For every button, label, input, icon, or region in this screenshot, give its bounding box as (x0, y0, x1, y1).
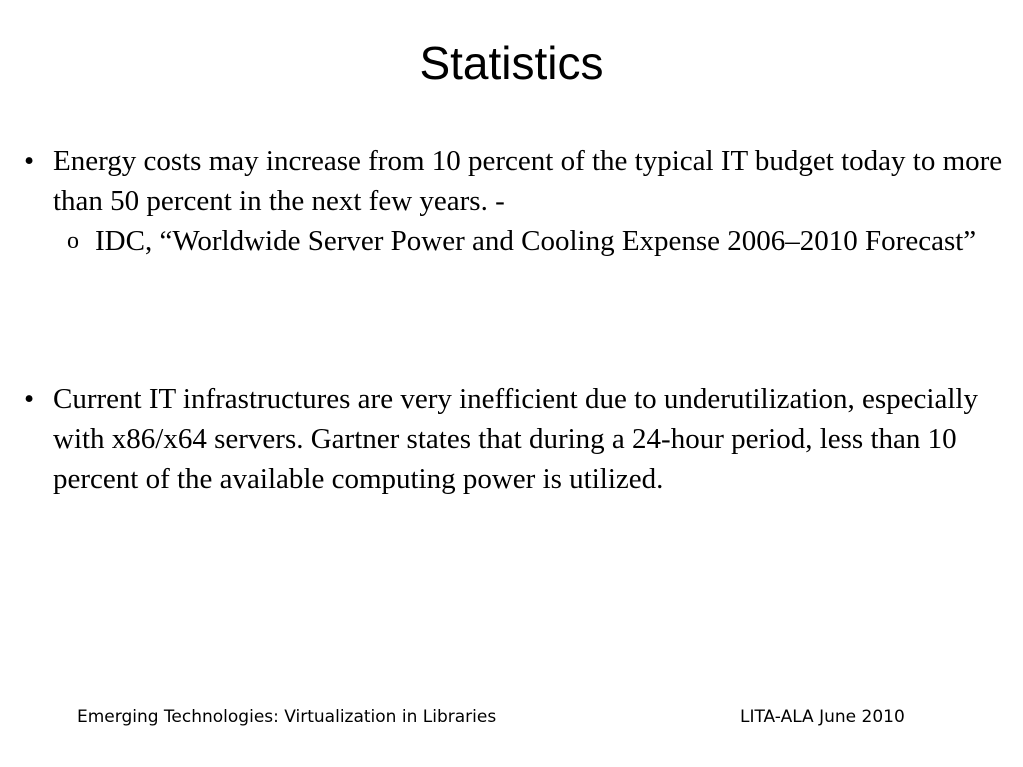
bullet-marker: • (24, 145, 35, 177)
sub-bullet-row: o IDC, “Worldwide Server Power and Cooli… (63, 221, 1010, 261)
bullet-marker: • (24, 383, 35, 415)
bullet-row: • Current IT infrastructures are very in… (20, 379, 1010, 499)
bullet-text: Energy costs may increase from 10 percen… (53, 145, 1003, 217)
sub-bullet-text: IDC, “Worldwide Server Power and Cooling… (95, 225, 977, 257)
bullet-row: • Energy costs may increase from 10 perc… (20, 141, 1010, 221)
slide-title: Statistics (419, 37, 604, 89)
bullet-item-energy-costs: • Energy costs may increase from 10 perc… (20, 141, 1010, 261)
footer-left-text: Emerging Technologies: Virtualization in… (77, 707, 497, 727)
footer-right-text: LITA-ALA June 2010 (740, 707, 905, 727)
bullet-item-infrastructure: • Current IT infrastructures are very in… (20, 379, 1010, 499)
sub-bullet-marker: o (67, 228, 79, 254)
bullet-text: Current IT infrastructures are very inef… (53, 383, 978, 495)
